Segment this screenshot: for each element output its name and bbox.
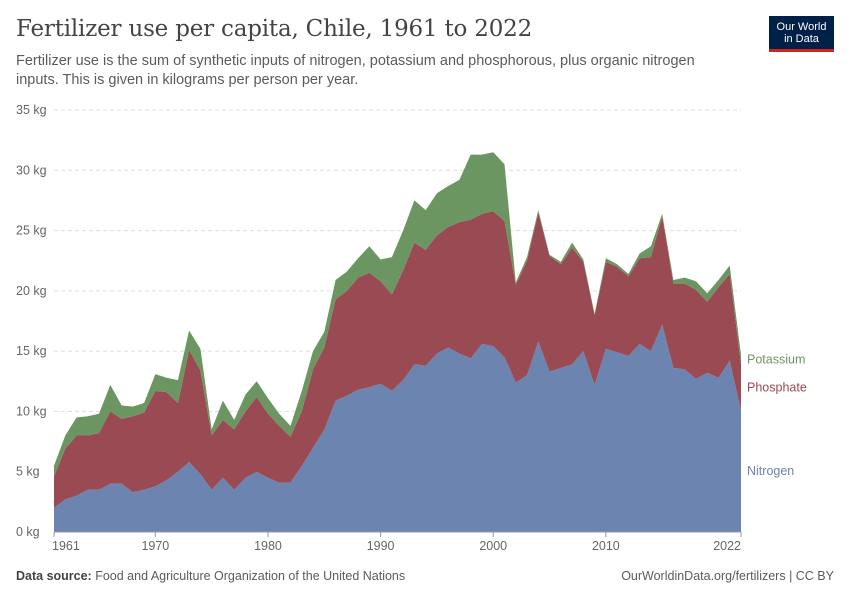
legend-label-nitrogen: Nitrogen — [747, 464, 794, 478]
area-nitrogen — [54, 324, 741, 532]
y-tick-label: 0 kg — [16, 525, 40, 539]
logo-line-2: in Data — [784, 33, 819, 45]
owid-logo[interactable]: Our World in Data — [769, 16, 834, 52]
y-tick-label: 35 kg — [16, 103, 47, 117]
x-tick-label: 1990 — [367, 539, 395, 553]
data-source: Data source: Food and Agriculture Organi… — [16, 569, 405, 583]
y-tick-label: 5 kg — [16, 465, 40, 479]
y-tick-label: 20 kg — [16, 284, 47, 298]
data-source-label: Data source: — [16, 569, 92, 583]
x-tick-label: 2000 — [479, 539, 507, 553]
legend-label-phosphate: Phosphate — [747, 380, 807, 394]
x-tick-label: 1970 — [141, 539, 169, 553]
legend-label-potassium: Potassium — [747, 353, 805, 367]
x-tick-label: 2010 — [592, 539, 620, 553]
chart-title: Fertilizer use per capita, Chile, 1961 t… — [16, 16, 533, 42]
footer-link[interactable]: OurWorldinData.org/fertilizers | CC BY — [621, 569, 834, 583]
y-tick-label: 30 kg — [16, 163, 47, 177]
logo-line-1: Our World — [776, 21, 827, 33]
chart-subtitle: Fertilizer use is the sum of synthetic i… — [16, 53, 695, 88]
data-source-text[interactable]: Food and Agriculture Organization of the… — [95, 569, 406, 583]
y-tick-label: 25 kg — [16, 224, 47, 238]
area-phosphate — [54, 211, 741, 508]
x-tick-label: 2022 — [713, 539, 741, 553]
y-tick-label: 15 kg — [16, 344, 47, 358]
x-tick-label: 1980 — [254, 539, 282, 553]
x-tick-label: 1961 — [52, 539, 80, 553]
y-tick-label: 10 kg — [16, 404, 47, 418]
